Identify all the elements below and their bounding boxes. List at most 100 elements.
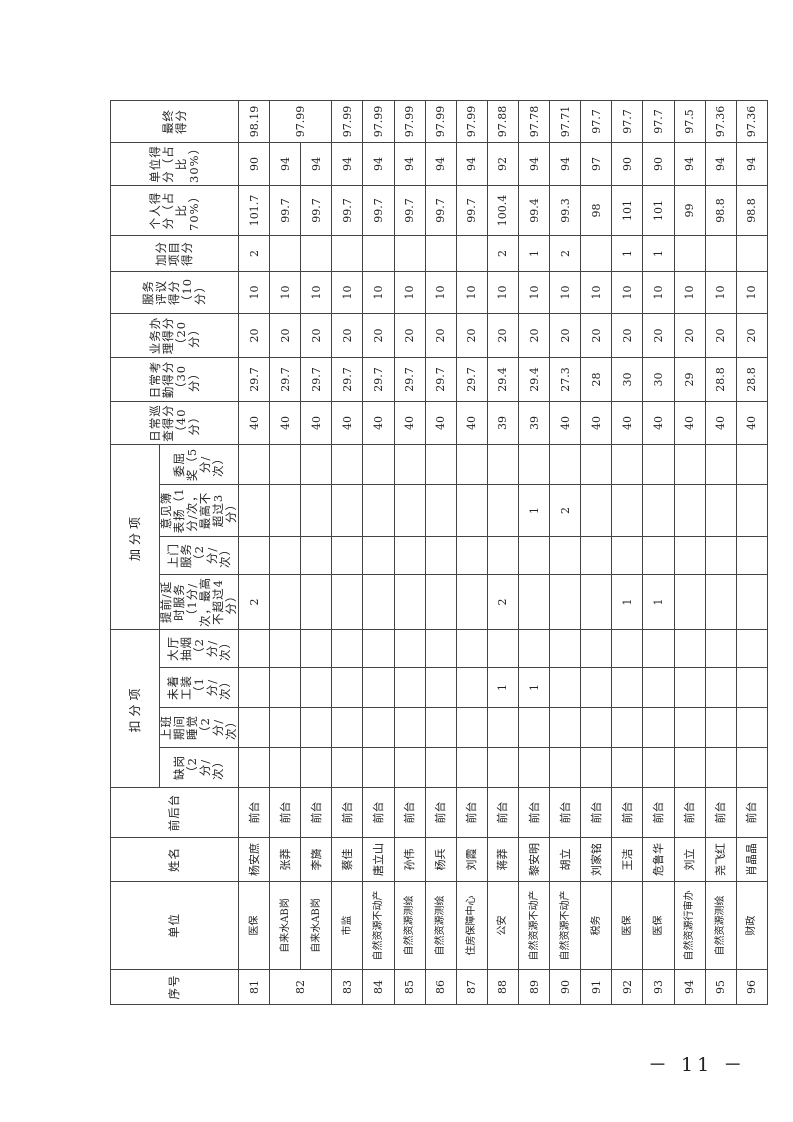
cell-patrol: 40 xyxy=(580,401,612,445)
cell-bonus-door xyxy=(300,536,332,575)
cell-final: 97.99 xyxy=(331,100,363,143)
cell-deduct-smoking xyxy=(642,629,675,668)
cell-deduct-uniform xyxy=(549,667,581,708)
header-deduct-smoking: 大厅抽烟（2分/次） xyxy=(159,629,239,668)
cell-desk: 前台 xyxy=(611,787,643,838)
cell-review: 10 xyxy=(674,271,706,314)
cell-deduct-smoking xyxy=(425,629,457,668)
cell-bonus-grievance xyxy=(518,444,550,485)
cell-personal: 99.7 xyxy=(394,185,426,236)
cell-deduct-smoking xyxy=(456,629,488,668)
header-bonus-grievance: 委屈奖（5分/次） xyxy=(159,444,239,485)
cell-personal: 101.7 xyxy=(238,185,270,236)
cell-personal: 99.7 xyxy=(269,185,301,236)
cell-personal: 99.4 xyxy=(518,185,550,236)
cell-desk: 前台 xyxy=(456,787,488,838)
cell-personal: 101 xyxy=(611,185,643,236)
cell-bonus-extended xyxy=(394,574,426,630)
cell-business: 20 xyxy=(456,313,488,358)
cell-bonus-score: 2 xyxy=(549,235,581,272)
cell-personal: 100.4 xyxy=(487,185,519,236)
cell-attendance: 29.7 xyxy=(456,357,488,402)
cell-unit: 自然资源行审办 xyxy=(674,881,706,970)
cell-review: 10 xyxy=(736,271,768,314)
cell-name: 刘立 xyxy=(674,837,706,882)
cell-deduct-sleep xyxy=(331,707,363,748)
table-row: 88 公安 蒋莽 前台 1 2 39 29.4 20 10 2 100.4 92 97.88 xyxy=(487,100,519,1005)
cell-bonus-grievance xyxy=(674,444,706,485)
cell-attendance: 29 xyxy=(674,357,706,402)
cell-business: 20 xyxy=(300,313,332,358)
table-row: 自来水AB岗 李旖 前台 40 29.7 20 10 99.7 94 xyxy=(300,100,332,1004)
header-unit-score: 单位得分（占比30%） xyxy=(110,142,239,186)
cell-bonus-score xyxy=(705,235,737,272)
cell-unit: 自然资源不动产 xyxy=(518,881,550,970)
cell-desk: 前台 xyxy=(736,787,768,838)
cell-business: 20 xyxy=(642,313,675,358)
cell-bonus-grievance xyxy=(394,444,426,485)
cell-bonus-door xyxy=(487,536,519,575)
table-row: 95 自然资源测绘 尧飞红 前台 40 28.8 20 10 98.8 94 97.36 xyxy=(705,100,737,1005)
cell-deduct-uniform xyxy=(300,667,332,708)
header-name: 姓名 xyxy=(110,837,239,882)
cell-deduct-smoking xyxy=(487,629,519,668)
cell-unit: 市监 xyxy=(331,881,363,970)
cell-bonus-door xyxy=(394,536,426,575)
header-review: 服务评议得分（10分） xyxy=(110,271,239,314)
cell-deduct-uniform xyxy=(611,667,643,708)
cell-bonus-grievance xyxy=(580,444,612,485)
cell-unit-score: 94 xyxy=(705,142,737,186)
cell-attendance: 29.4 xyxy=(487,357,519,402)
cell-desk: 前台 xyxy=(580,787,612,838)
cell-name: 危鲁华 xyxy=(642,837,675,882)
cell-seq: 87 xyxy=(456,969,488,1005)
cell-desk: 前台 xyxy=(518,787,550,838)
cell-unit: 医保 xyxy=(642,881,675,970)
cell-deduct-smoking xyxy=(362,629,395,668)
cell-business: 20 xyxy=(487,313,519,358)
cell-bonus-extended xyxy=(269,574,301,630)
cell-bonus-praise: 2 xyxy=(549,484,581,537)
cell-name: 杨兵 xyxy=(425,837,457,882)
header-unit: 单位 xyxy=(110,881,239,970)
cell-deduct-absent xyxy=(642,747,675,788)
cell-final: 97.99 xyxy=(394,100,426,143)
header-bonus-praise: 意见簿表扬（1分/次，最高不超过3分） xyxy=(159,484,239,537)
table-row: 92 医保 王洁 前台 1 40 30 20 10 1 101 90 97.7 xyxy=(611,100,643,1005)
cell-seq: 88 xyxy=(487,969,519,1005)
cell-bonus-praise xyxy=(736,484,768,537)
cell-bonus-extended xyxy=(331,574,363,630)
cell-personal: 99.7 xyxy=(425,185,457,236)
cell-deduct-smoking xyxy=(674,629,706,668)
cell-bonus-grievance xyxy=(425,444,457,485)
cell-unit-score: 94 xyxy=(456,142,488,186)
cell-bonus-door xyxy=(456,536,488,575)
cell-bonus-door xyxy=(580,536,612,575)
header-patrol: 日常巡查得分（40分） xyxy=(110,401,239,445)
cell-bonus-extended xyxy=(456,574,488,630)
table-row: 96 财政 肖晶晶 前台 40 28.8 20 10 98.8 94 97.36 xyxy=(736,100,768,1005)
cell-final: 97.7 xyxy=(611,100,643,143)
cell-personal: 99.7 xyxy=(362,185,395,236)
rotated-table-container: 序号 单位 姓名 前后台 扣分项 加分项 日常巡查得分（40分） 日常考勤得分（… xyxy=(110,100,768,1005)
cell-bonus-score xyxy=(300,235,332,272)
cell-seq: 93 xyxy=(642,969,675,1005)
cell-bonus-grievance xyxy=(238,444,270,485)
cell-bonus-grievance xyxy=(331,444,363,485)
cell-unit: 自然资源不动产 xyxy=(362,881,395,970)
cell-desk: 前台 xyxy=(300,787,332,838)
cell-business: 20 xyxy=(674,313,706,358)
cell-business: 20 xyxy=(425,313,457,358)
cell-deduct-sleep xyxy=(518,707,550,748)
cell-personal: 101 xyxy=(642,185,675,236)
cell-deduct-uniform xyxy=(362,667,395,708)
header-final: 最终得分 xyxy=(110,100,239,143)
cell-unit-score: 94 xyxy=(518,142,550,186)
table-body: 81 医保 杨安庶 前台 2 40 29.7 20 10 2 101.7 90 98.19 82 自来水AB… xyxy=(238,100,768,1005)
cell-patrol: 40 xyxy=(362,401,395,445)
cell-seq: 92 xyxy=(611,969,643,1005)
cell-deduct-smoking xyxy=(549,629,581,668)
cell-unit-score: 90 xyxy=(642,142,675,186)
cell-bonus-score xyxy=(456,235,488,272)
cell-attendance: 28.8 xyxy=(705,357,737,402)
